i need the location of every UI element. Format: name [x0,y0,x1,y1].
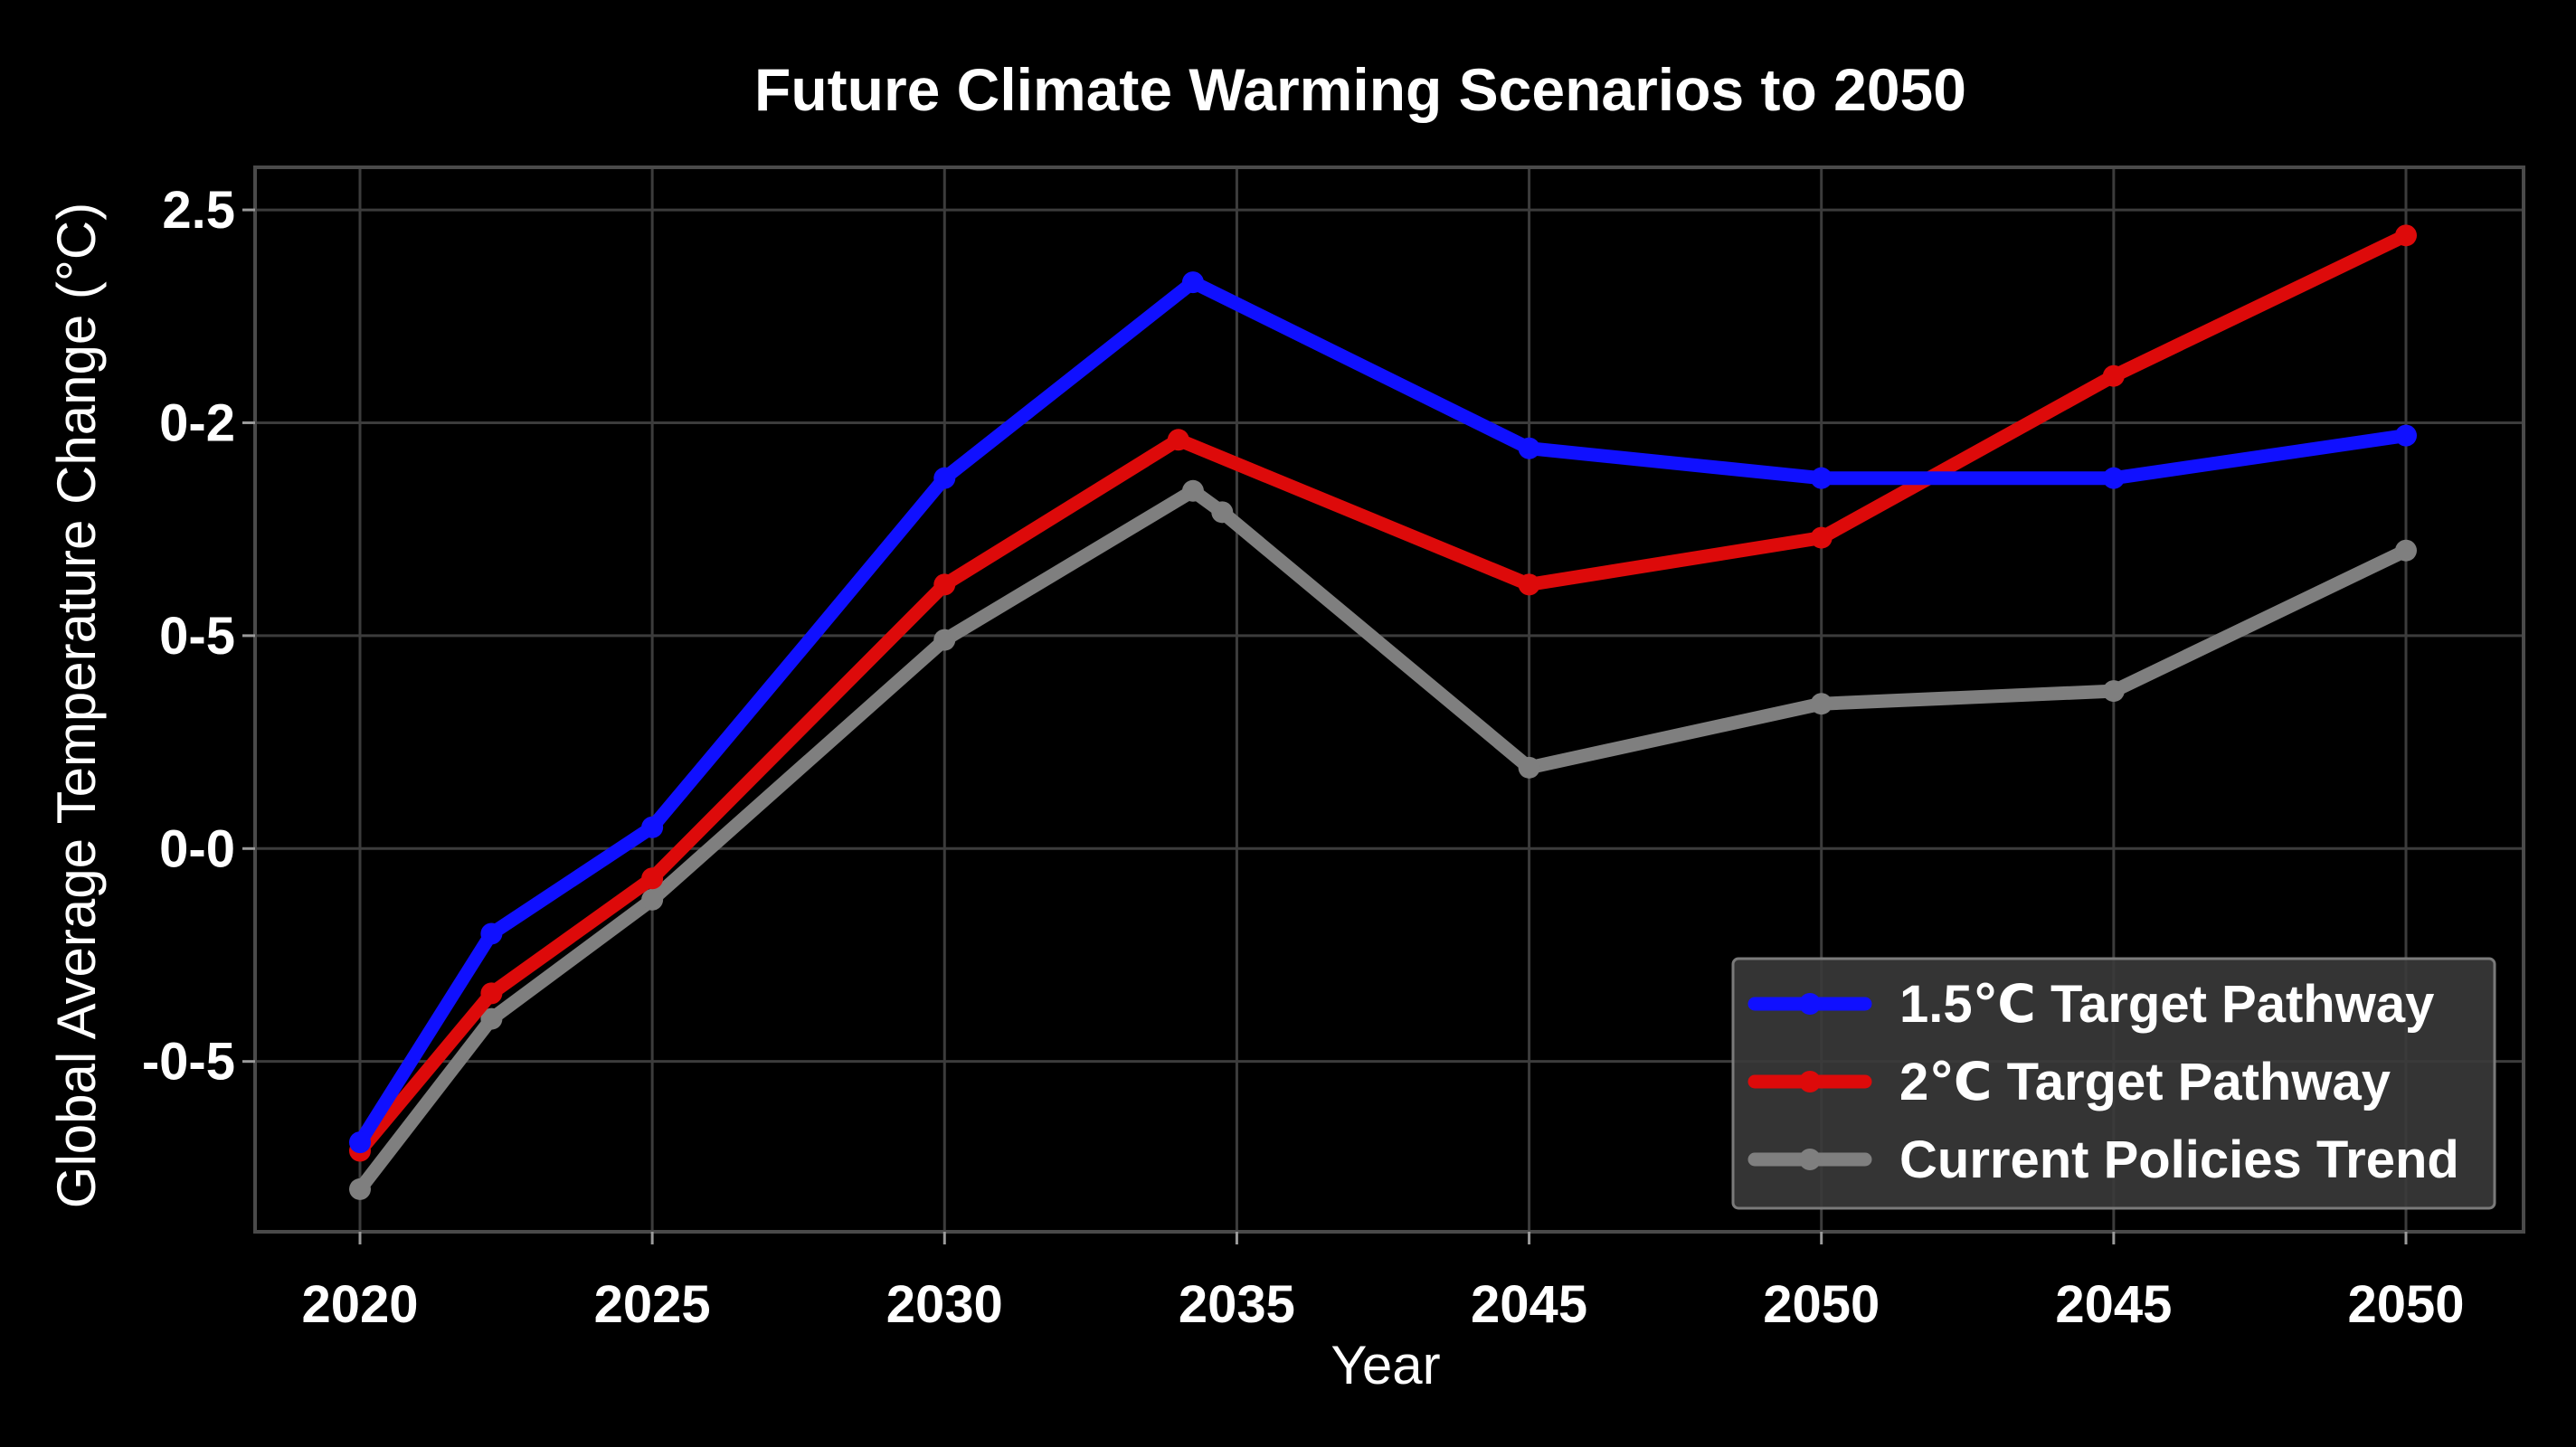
y-axis-ticks: 2.5 0-2 0-5 0-0 -0-5 [142,181,255,1092]
data-point [1810,693,1833,715]
data-point [1181,479,1204,502]
x-tick-label: 2030 [886,1275,1003,1334]
x-tick-label: 2035 [1179,1275,1295,1334]
data-point [1518,573,1540,596]
plot-frame [253,166,2525,1234]
legend: 1.5℃ Target Pathway 2℃ Target Pathway Curr… [1731,957,2496,1210]
data-point [1211,501,1234,524]
legend-label: 1.5℃ Target Pathway [1899,975,2434,1034]
data-point [641,867,664,890]
series-layer [349,224,2417,1200]
legend-label: Current Policies Trend [1899,1130,2459,1189]
data-point [2395,424,2417,447]
data-point [1810,526,1833,549]
data-point [933,467,956,489]
chart-title: Future Climate Warming Scenarios to 2050 [754,56,1966,123]
data-point [933,629,956,651]
series-0 [349,271,2417,1154]
data-point [641,816,664,838]
x-axis-label: Year [1331,1335,1440,1395]
series-1 [349,224,2417,1162]
legend-marker [1799,993,1821,1015]
x-tick-label: 2045 [1471,1275,1587,1334]
data-point [2395,539,2417,562]
y-tick-label: 0-0 [159,819,235,878]
data-point [1167,429,1189,451]
legend-items: 1.5℃ Target Pathway 2℃ Target Pathway Curr… [1747,975,2459,1189]
x-tick-label: 2020 [301,1275,418,1334]
legend-marker [1799,1071,1821,1092]
data-point [1810,467,1833,489]
x-tick-label: 2050 [1763,1275,1880,1334]
data-point [2102,467,2125,489]
data-point [2395,224,2417,247]
data-point [480,982,503,1005]
y-axis-label: Global Average Temperature Change (°C) [46,203,107,1208]
series-line [353,484,2413,1196]
data-point [349,1177,371,1200]
legend-box [1731,957,2496,1210]
y-tick-label: 0-5 [159,607,235,666]
x-tick-label: 2045 [2055,1275,2172,1334]
series-2 [349,479,2417,1200]
data-point [480,1007,503,1030]
data-point [2102,680,2125,703]
x-tick-label: 2025 [594,1275,711,1334]
legend-marker [1799,1149,1821,1170]
data-point [349,1131,371,1154]
data-point [641,888,664,911]
data-point [1181,271,1204,294]
x-axis-ticks: 2020 2025 2030 2035 2045 2050 2045 2050 [301,1232,2465,1334]
y-tick-label: -0-5 [142,1033,235,1092]
legend-label: 2℃ Target Pathway [1899,1053,2391,1111]
data-point [1518,437,1540,459]
y-tick-label: 0-2 [159,393,235,452]
y-tick-label: 2.5 [162,181,235,240]
data-point [1518,756,1540,779]
data-point [2102,364,2125,387]
x-tick-label: 2050 [2347,1275,2464,1334]
data-point [933,573,956,596]
data-point [480,922,503,945]
series-line [353,275,2413,1149]
